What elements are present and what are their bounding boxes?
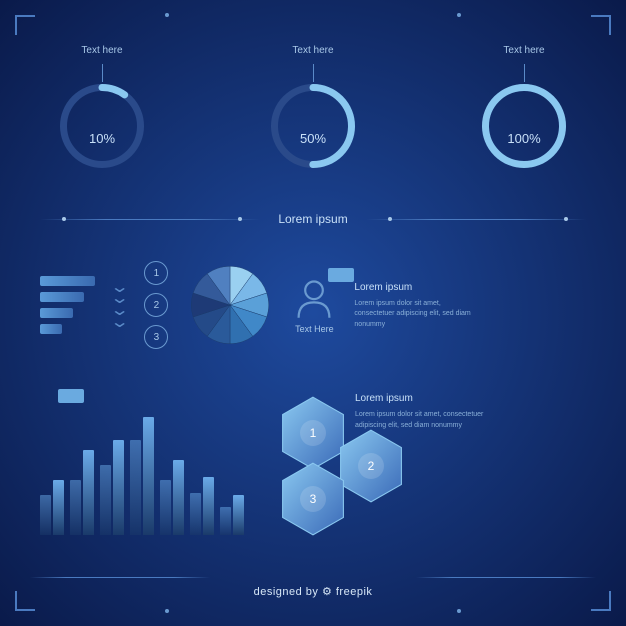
progress-ring: Text here 100% [482, 45, 566, 168]
bar-back [40, 495, 51, 535]
lorem-title: Lorem ipsum [354, 280, 474, 295]
chevron-down-icon: ⌄ [110, 318, 130, 328]
ring-connector [313, 64, 314, 82]
ring-svg [60, 84, 144, 168]
divider-line [366, 219, 586, 220]
footer-text: designed by ⚙ freepik [0, 585, 626, 598]
mini-bar [40, 324, 62, 334]
bar-back [220, 507, 231, 535]
frame-dot [165, 609, 169, 613]
numbered-circles: 1 2 3 [144, 261, 168, 349]
ring-label: Text here [81, 45, 122, 56]
bar-pair [130, 417, 154, 535]
bottom-row: Lorem ipsum Lorem ipsum dolor sit amet, … [40, 395, 586, 545]
frame-dot [457, 13, 461, 17]
bar-front [83, 450, 94, 535]
bar-pair [160, 460, 184, 535]
hex-text: Lorem ipsum Lorem ipsum dolor sit amet, … [355, 391, 485, 431]
hex-title: Lorem ipsum [355, 391, 485, 406]
hex-number: 2 [358, 453, 384, 479]
bar-front [53, 480, 64, 535]
ring-percent: 50% [300, 131, 326, 146]
user-icon [292, 276, 336, 320]
mini-bar [40, 292, 84, 302]
user-label: Text Here [295, 324, 334, 334]
ring-svg [271, 84, 355, 168]
progress-ring: Text here 10% [60, 45, 144, 168]
chevrons-icon: ⌄⌄⌄⌄ [113, 283, 126, 327]
bar-pair [190, 477, 214, 535]
divider-title: Lorem ipsum [278, 212, 347, 226]
number-circle: 1 [144, 261, 168, 285]
progress-rings-row: Text here 10% Text here 50% Text here 10… [60, 45, 566, 168]
bar-pair [70, 450, 94, 535]
footer-line [416, 577, 596, 578]
mini-bar [40, 276, 95, 286]
pie-chart [186, 261, 274, 349]
hexagon: 1 [280, 395, 346, 471]
bar-pair [40, 480, 64, 535]
bar-chart [40, 395, 240, 535]
number-circle: 3 [144, 325, 168, 349]
ring-percent: 10% [89, 131, 115, 146]
bar-front [203, 477, 214, 535]
hex-number: 3 [300, 486, 326, 512]
user-block: Text Here [292, 276, 336, 334]
divider-line [40, 219, 260, 220]
footer-line [30, 577, 210, 578]
bar-back [130, 440, 141, 535]
frame-dot [165, 13, 169, 17]
bar-front [143, 417, 154, 535]
bar-back [160, 480, 171, 535]
number-circle: 2 [144, 293, 168, 317]
bar-pair [100, 440, 124, 535]
mini-bar [40, 308, 73, 318]
lorem-body: Lorem ipsum dolor sit amet, consectetuer… [354, 299, 474, 331]
lorem-block: Lorem ipsum Lorem ipsum dolor sit amet, … [354, 280, 474, 331]
hexagon: 3 [280, 461, 346, 537]
bar-front [173, 460, 184, 535]
bar-back [100, 465, 111, 535]
ring-svg [482, 84, 566, 168]
corner-tl [15, 15, 35, 35]
hexagon-cluster: Lorem ipsum Lorem ipsum dolor sit amet, … [280, 395, 480, 535]
middle-row: ⌄⌄⌄⌄ 1 2 3 Text Here Lorem ipsum Lorem ips… [40, 240, 586, 370]
hex-number: 1 [300, 420, 326, 446]
ring-connector [102, 64, 103, 82]
bar-pair [220, 495, 244, 535]
bar-back [190, 493, 201, 535]
divider: Lorem ipsum [40, 212, 586, 226]
bar-back [70, 480, 81, 535]
corner-tr [591, 15, 611, 35]
barchart-badge [58, 389, 84, 403]
ring-label: Text here [292, 45, 333, 56]
ring-connector [524, 64, 525, 82]
mini-bars [40, 276, 95, 334]
frame-dot [457, 609, 461, 613]
ring-percent: 100% [507, 131, 540, 146]
bar-front [113, 440, 124, 535]
ring-label: Text here [503, 45, 544, 56]
progress-ring: Text here 50% [271, 45, 355, 168]
user-badge [328, 268, 354, 282]
hexagon: 2 [338, 428, 404, 504]
bar-front [233, 495, 244, 535]
